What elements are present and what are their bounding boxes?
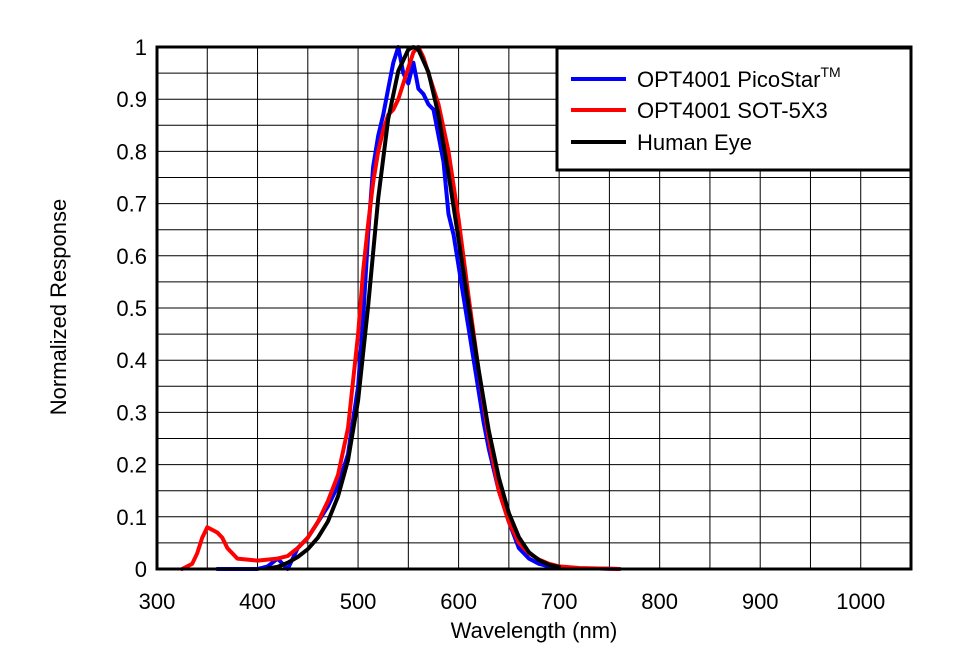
y-tick-label: 0.4 [116,348,147,373]
legend-label-human-eye: Human Eye [637,130,752,155]
legend-label-sot: OPT4001 SOT-5X3 [637,98,828,123]
y-tick-label: 0.9 [116,87,147,112]
x-tick-label: 800 [641,589,678,614]
y-tick-label: 0.6 [116,244,147,269]
series-line-sot [180,45,622,571]
y-tick-label: 0.1 [116,505,147,530]
y-tick-label: 0.3 [116,400,147,425]
legend-label-picostar-superscript: TM [820,64,840,80]
y-axis-label: Normalized Response [46,199,71,415]
x-tick-label: 700 [541,589,578,614]
x-axis-label: Wavelength (nm) [451,618,618,643]
y-tick-label: 1 [135,35,147,60]
y-tick-label: 0.8 [116,139,147,164]
legend: OPT4001 PicoStarTM OPT4001 SOT-5X3 Human… [555,46,913,172]
y-tick-label: 0 [135,557,147,582]
y-tick-label: 0.7 [116,192,147,217]
x-tick-label: 300 [139,589,176,614]
x-tick-label: 900 [742,589,779,614]
legend-label-picostar-main: OPT4001 PicoStar [637,67,820,92]
x-tick-label: 1000 [836,589,885,614]
legend-label-picostar: OPT4001 PicoStarTM [637,64,841,92]
y-tick-label: 0.2 [116,453,147,478]
y-tick-labels: 0 0.1 0.2 0.3 0.4 0.5 0.6 0.7 0.8 0.9 1 [116,35,147,582]
x-tick-label: 500 [340,589,377,614]
x-tick-label: 400 [239,589,276,614]
x-tick-label: 600 [440,589,477,614]
y-tick-label: 0.5 [116,296,147,321]
x-tick-labels: 300 400 500 600 700 800 900 1000 [139,589,886,614]
plot-frame [155,45,913,571]
